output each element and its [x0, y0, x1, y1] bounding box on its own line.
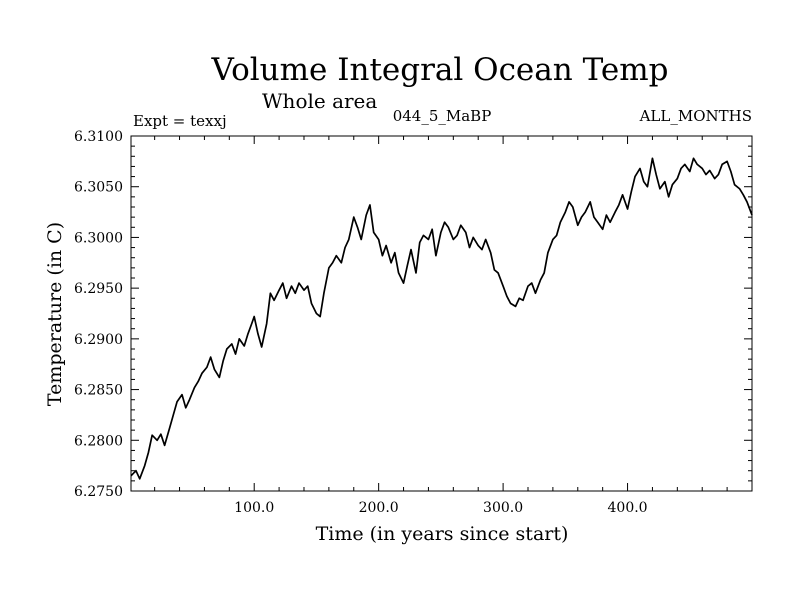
- x-axis-label: Time (in years since start): [316, 523, 569, 545]
- y-tick-label: 6.3100: [74, 129, 123, 145]
- y-tick-label: 6.3050: [74, 180, 123, 196]
- x-axis-tick-labels: 100.0 200.0 300.0 400.0: [234, 500, 647, 516]
- x-tick-label: 100.0: [234, 500, 274, 516]
- experiment-label: Expt = texxj: [133, 112, 227, 130]
- y-tick-label: 6.3000: [74, 230, 123, 246]
- y-axis-ticks: [131, 135, 752, 492]
- temperature-series-line: [130, 157, 753, 480]
- months-label: ALL_MONTHS: [639, 107, 752, 125]
- x-axis-ticks: [154, 136, 728, 491]
- y-axis-label: Temperature (in C): [44, 222, 66, 406]
- run-label: 044_5_MaBP: [393, 107, 492, 125]
- chart-title: Volume Integral Ocean Temp: [211, 52, 669, 88]
- x-tick-label: 400.0: [608, 500, 648, 516]
- y-tick-label: 6.2900: [74, 332, 123, 348]
- x-tick-label: 300.0: [483, 500, 523, 516]
- plot-frame: [130, 135, 753, 492]
- y-axis-tick-labels: 6.2750 6.2800 6.2850 6.2900 6.2950 6.3000 6.30…: [74, 129, 123, 500]
- y-tick-label: 6.2850: [74, 383, 123, 399]
- y-tick-label: 6.2800: [74, 433, 123, 449]
- y-tick-label: 6.2950: [74, 281, 123, 297]
- y-tick-label: 6.2750: [74, 484, 123, 500]
- x-tick-label: 200.0: [359, 500, 399, 516]
- chart-subtitle: Whole area: [262, 89, 377, 113]
